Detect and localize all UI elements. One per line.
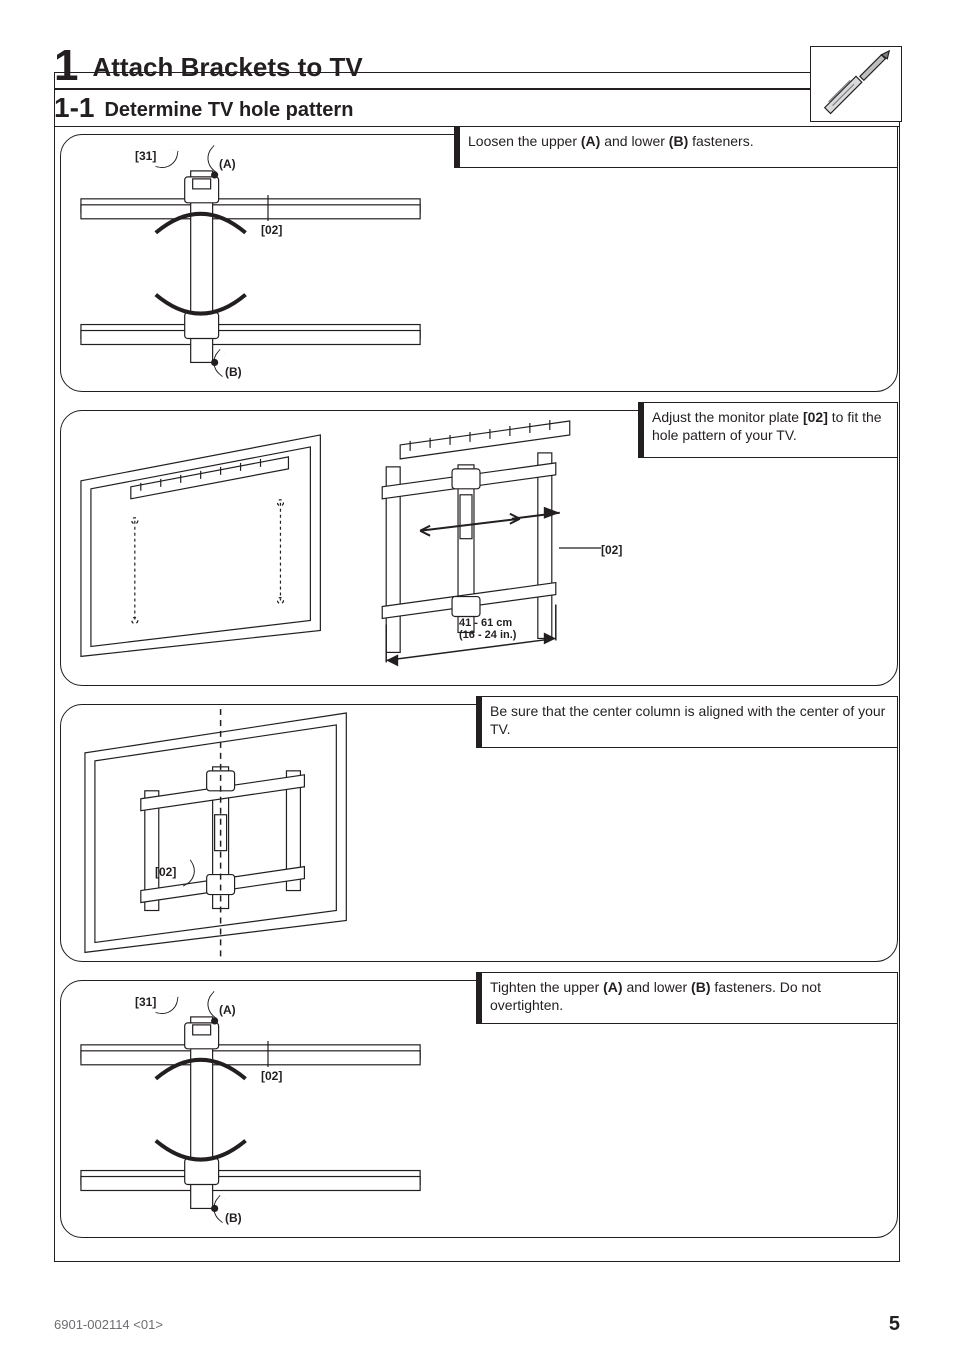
dimension-label-in: (16 - 24 in.) bbox=[459, 629, 516, 641]
part-label-31: 31 bbox=[135, 149, 156, 163]
part-label-31: 31 bbox=[135, 995, 156, 1009]
callout-text: fasteners. bbox=[688, 133, 753, 149]
callout-ref-b: (B) bbox=[669, 133, 688, 149]
tool-badge bbox=[810, 46, 902, 122]
instruction-callout-4: Tighten the upper (A) and lower (B) fast… bbox=[476, 972, 898, 1024]
instruction-callout-1: Loosen the upper (A) and lower (B) faste… bbox=[454, 126, 898, 168]
leader-line bbox=[267, 195, 269, 221]
callout-ref-a: (A) bbox=[603, 979, 622, 995]
leader-line bbox=[267, 1041, 269, 1067]
callout-text: Adjust the monitor plate bbox=[652, 409, 803, 425]
instruction-callout-3: Be sure that the center column is aligne… bbox=[476, 696, 898, 748]
callout-text: Loosen the upper bbox=[468, 133, 581, 149]
leader-line bbox=[559, 541, 601, 555]
callout-text: Tighten the upper bbox=[490, 979, 603, 995]
callout-text: Be sure that the center column is aligne… bbox=[490, 703, 885, 737]
callout-text: and lower bbox=[600, 133, 668, 149]
callout-ref-02: [02] bbox=[803, 409, 828, 425]
instruction-callout-2: Adjust the monitor plate [02] to fit the… bbox=[638, 402, 898, 458]
page-number: 5 bbox=[889, 1313, 900, 1336]
part-label-02: 02 bbox=[261, 1069, 282, 1083]
figure-panel-1: 31 (A) 02 (B) bbox=[60, 134, 898, 392]
callout-ref-b: (B) bbox=[691, 979, 710, 995]
screwdriver-icon bbox=[811, 47, 901, 121]
part-label-02: 02 bbox=[155, 865, 176, 879]
callout-ref-a: (A) bbox=[581, 133, 600, 149]
dimension-label-cm: 41 - 61 cm bbox=[459, 617, 512, 629]
callout-text: and lower bbox=[623, 979, 691, 995]
figure-1-illustration bbox=[61, 135, 897, 392]
part-label-02: 02 bbox=[601, 543, 622, 557]
part-label-02: 02 bbox=[261, 223, 282, 237]
document-id: 6901-002114 <01> bbox=[54, 1317, 163, 1332]
